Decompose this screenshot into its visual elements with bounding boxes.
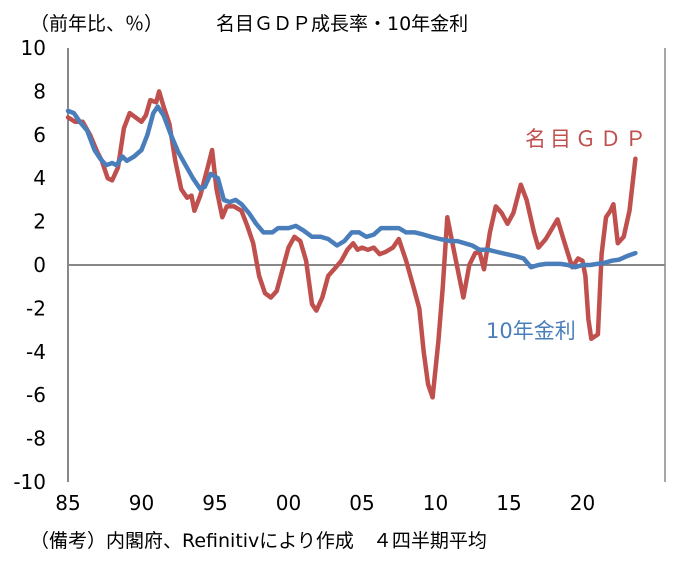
source-note: （備考）内閣府、Refinitivにより作成 ４四半期平均 [30,530,487,552]
x-tick-label: 00 [276,491,301,515]
y-tick-label: 4 [33,166,46,190]
y-tick-label: -8 [26,427,46,451]
series-line-nominal-gdp [65,89,638,400]
y-tick-label: 8 [33,79,46,103]
y-tick-label: -4 [26,340,46,364]
x-tick-label: 05 [349,491,374,515]
y-tick-label: -10 [13,470,46,494]
x-tick-label: 90 [129,491,154,515]
y-tick-label: -2 [26,296,46,320]
y-unit-label: （前年比、％） [30,13,163,35]
y-tick-label: 0 [33,253,46,277]
series-line-10y-rate [65,104,638,270]
legend-label-nominal-gdp: 名目ＧＤＰ [525,127,650,151]
x-tick-label: 20 [570,491,595,515]
chart-title: 名目ＧＤＰ成長率・10年金利 [216,13,468,35]
x-tick-label: 10 [423,491,448,515]
x-tick-label: 15 [496,491,521,515]
legend-label-10y-rate: 10年金利 [486,319,576,343]
x-tick-label: 85 [55,491,80,515]
y-tick-label: -6 [26,383,46,407]
x-tick-label: 95 [202,491,227,515]
y-tick-label: 2 [33,210,46,234]
y-tick-label: 6 [33,123,46,147]
series-lines [65,89,638,400]
y-tick-label: 10 [21,36,46,60]
